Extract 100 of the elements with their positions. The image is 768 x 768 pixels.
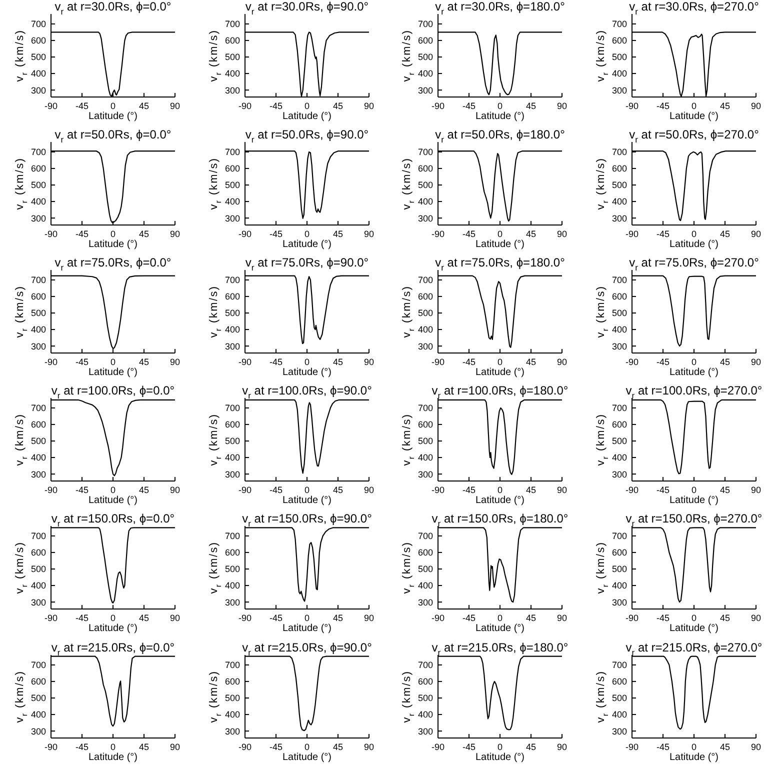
x-tick-label: -45: [656, 485, 670, 496]
x-tick-label: -90: [431, 613, 445, 624]
x-axis-title: Latitude (°): [475, 366, 525, 378]
x-tick-label: 0: [304, 613, 310, 624]
x-tick-label: -45: [75, 485, 89, 496]
y-tick-label: 700: [30, 275, 46, 286]
x-tick-label: 45: [138, 485, 150, 496]
x-tick-label: 45: [332, 228, 343, 239]
y-tick-label: 600: [30, 548, 46, 558]
x-tick-label: 45: [138, 228, 150, 239]
x-tick-label: 90: [363, 100, 374, 111]
x-tick-label: 90: [556, 485, 568, 496]
x-tick-label: 90: [170, 228, 180, 239]
y-tick-label: 700: [418, 532, 433, 542]
x-tick-label: -45: [268, 741, 282, 752]
x-tick-label: 90: [750, 613, 761, 624]
x-tick-label: 0: [110, 228, 116, 239]
y-tick-label: 600: [611, 164, 626, 174]
x-tick-label: -45: [656, 357, 670, 368]
y-tick-label: 500: [224, 52, 240, 62]
y-tick-label: 500: [611, 564, 626, 575]
y-tick-label: 700: [224, 532, 240, 542]
chart-title: v$_{r}$ at r=215.0Rs, ϕ=270.0°: [625, 640, 762, 657]
x-tick-label: 90: [170, 485, 180, 496]
y-tick-label: 600: [418, 420, 433, 430]
y-tick-label: 400: [611, 196, 626, 207]
y-tick-label: 400: [224, 581, 240, 592]
x-tick-label: -90: [624, 613, 638, 624]
y-tick-label: 600: [418, 676, 433, 686]
x-tick-label: 45: [719, 741, 730, 752]
y-tick-label: 400: [418, 68, 433, 79]
x-axis-title: Latitude (°): [668, 110, 718, 122]
y-tick-label: 400: [611, 581, 626, 592]
y-tick-label: 500: [30, 52, 46, 62]
y-tick-label: 700: [224, 147, 240, 158]
x-tick-label: 90: [556, 357, 568, 368]
y-tick-label: 300: [30, 341, 46, 352]
x-tick-label: -45: [75, 228, 89, 239]
x-tick-label: 45: [332, 613, 343, 624]
y-tick-label: 700: [30, 403, 46, 414]
y-tick-label: 700: [30, 147, 46, 158]
chart-title: v$_{r}$ at r=30.0Rs, ϕ=180.0°: [435, 0, 566, 16]
x-tick-label: 45: [138, 613, 150, 624]
x-axis-title: Latitude (°): [282, 110, 332, 122]
x-tick-label: 90: [170, 100, 180, 111]
y-tick-label: 600: [418, 36, 433, 46]
x-tick-label: -90: [431, 357, 445, 368]
x-tick-label: -90: [624, 741, 638, 752]
y-tick-label: 700: [30, 660, 46, 670]
x-tick-label: -90: [624, 357, 638, 368]
x-tick-label: 90: [556, 741, 568, 752]
x-tick-label: -90: [624, 485, 638, 496]
y-tick-label: 400: [30, 709, 46, 720]
x-tick-label: 0: [690, 357, 696, 368]
x-axis-title: Latitude (°): [282, 366, 332, 378]
x-tick-label: -90: [44, 485, 58, 496]
x-tick-label: -90: [238, 741, 252, 752]
y-tick-label: 700: [418, 147, 433, 158]
chart-title: v$_{r}$ at r=215.0Rs, ϕ=180.0°: [432, 640, 568, 657]
x-axis-title: Latitude (°): [282, 622, 332, 634]
x-tick-label: 90: [750, 228, 761, 239]
chart-title: v$_{r}$ at r=75.0Rs, ϕ=0.0°: [54, 256, 172, 273]
y-tick-label: 400: [418, 581, 433, 592]
x-tick-label: 90: [750, 741, 761, 752]
y-tick-label: 600: [418, 164, 433, 174]
y-tick-label: 600: [418, 292, 433, 302]
x-axis-title: Latitude (°): [668, 238, 718, 250]
y-tick-label: 500: [418, 692, 433, 703]
x-tick-label: -90: [238, 485, 252, 496]
x-tick-label: 45: [332, 741, 343, 752]
x-tick-label: -45: [462, 485, 476, 496]
x-tick-label: -90: [431, 228, 445, 239]
x-tick-label: 0: [110, 741, 116, 752]
y-tick-label: 300: [418, 598, 433, 608]
x-axis-title: Latitude (°): [88, 238, 138, 250]
y-tick-label: 500: [30, 692, 46, 703]
x-tick-label: 0: [690, 485, 696, 496]
x-tick-label: 45: [526, 357, 536, 368]
y-tick-label: 400: [224, 68, 240, 79]
x-tick-label: 90: [170, 613, 180, 624]
y-tick-label: 600: [611, 292, 626, 302]
chart-title: v$_{r}$ at r=75.0Rs, ϕ=90.0°: [244, 256, 368, 273]
x-tick-label: 45: [719, 357, 730, 368]
y-tick-label: 600: [611, 36, 626, 46]
y-tick-label: 400: [224, 709, 240, 720]
x-tick-label: 45: [138, 357, 150, 368]
chart-title: v$_{r}$ at r=100.0Rs, ϕ=0.0°: [51, 384, 175, 401]
y-tick-label: 700: [611, 275, 626, 286]
y-tick-label: 500: [224, 564, 240, 575]
y-tick-label: 300: [30, 85, 46, 96]
x-axis-title: Latitude (°): [88, 622, 138, 634]
y-tick-label: 500: [611, 692, 626, 703]
x-axis-title: Latitude (°): [282, 238, 332, 250]
x-tick-label: 45: [526, 741, 536, 752]
y-tick-label: 600: [224, 676, 240, 686]
y-tick-label: 400: [224, 453, 240, 464]
y-tick-label: 500: [224, 308, 240, 318]
y-tick-label: 300: [611, 598, 626, 608]
x-tick-label: -90: [624, 100, 638, 111]
x-tick-label: -90: [624, 228, 638, 239]
